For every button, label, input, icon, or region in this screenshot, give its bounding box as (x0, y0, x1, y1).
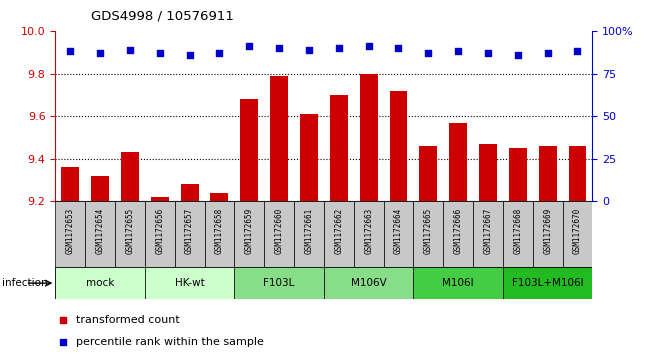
Point (65, 48, 76, 54)
Bar (413, 201, 443, 267)
Bar (264, 201, 294, 267)
Bar (324, 267, 413, 299)
Text: M106I: M106I (442, 278, 474, 288)
Text: F103L+M106I: F103L+M106I (512, 278, 583, 288)
Bar (383, 201, 413, 267)
Text: GSM1172670: GSM1172670 (573, 208, 582, 254)
Bar (568, 146, 587, 201)
Bar (61, 167, 79, 201)
Point (512, 52, 523, 58)
Bar (234, 267, 324, 299)
Bar (419, 146, 437, 201)
Text: GSM1172669: GSM1172669 (543, 208, 552, 254)
Point (154, 50, 165, 56)
Bar (503, 267, 592, 299)
Text: GSM1172660: GSM1172660 (275, 208, 284, 254)
Text: GSM1172655: GSM1172655 (126, 208, 134, 254)
Bar (449, 123, 467, 201)
Text: infection: infection (2, 278, 48, 288)
Bar (330, 95, 348, 201)
Text: HK-wt: HK-wt (174, 278, 204, 288)
Bar (151, 197, 169, 201)
Bar (538, 146, 557, 201)
Bar (479, 144, 497, 201)
Bar (389, 90, 408, 201)
Bar (121, 152, 139, 201)
Bar (55, 201, 85, 267)
Point (125, 47, 135, 53)
Point (304, 47, 314, 53)
Bar (443, 201, 473, 267)
Bar (300, 114, 318, 201)
Bar (324, 201, 353, 267)
Text: GSM1172658: GSM1172658 (215, 208, 224, 254)
Bar (413, 267, 503, 299)
Bar (91, 176, 109, 201)
Bar (270, 76, 288, 201)
Point (274, 45, 284, 51)
Point (483, 50, 493, 56)
Bar (85, 201, 115, 267)
Bar (359, 73, 378, 201)
Point (572, 48, 583, 54)
Bar (509, 148, 527, 201)
Text: GSM1172668: GSM1172668 (514, 208, 522, 254)
Point (58, 339, 68, 345)
Point (393, 45, 404, 51)
Bar (234, 201, 264, 267)
Text: M106V: M106V (351, 278, 387, 288)
Text: transformed count: transformed count (76, 315, 180, 326)
Point (95, 50, 105, 56)
Point (423, 50, 434, 56)
Text: GDS4998 / 10576911: GDS4998 / 10576911 (91, 9, 234, 22)
Text: GSM1172656: GSM1172656 (156, 208, 164, 254)
Bar (562, 201, 592, 267)
Text: GSM1172665: GSM1172665 (424, 208, 433, 254)
Bar (353, 201, 383, 267)
Bar (503, 201, 533, 267)
Bar (533, 201, 562, 267)
Bar (180, 184, 199, 201)
Text: GSM1172662: GSM1172662 (335, 208, 343, 254)
Bar (145, 267, 234, 299)
Point (453, 48, 464, 54)
Text: mock: mock (86, 278, 115, 288)
Point (333, 45, 344, 51)
Text: GSM1172667: GSM1172667 (484, 208, 492, 254)
Bar (210, 193, 229, 201)
Text: GSM1172661: GSM1172661 (305, 208, 313, 254)
Text: GSM1172663: GSM1172663 (364, 208, 373, 254)
Bar (294, 201, 324, 267)
Point (363, 43, 374, 49)
Bar (473, 201, 503, 267)
Point (542, 50, 553, 56)
Point (184, 52, 195, 58)
Bar (240, 99, 258, 201)
Text: GSM1172666: GSM1172666 (454, 208, 463, 254)
Point (58, 318, 68, 323)
Text: GSM1172654: GSM1172654 (96, 208, 105, 254)
Point (214, 50, 225, 56)
Text: GSM1172664: GSM1172664 (394, 208, 403, 254)
Bar (174, 201, 204, 267)
Bar (55, 267, 145, 299)
Bar (204, 201, 234, 267)
Text: GSM1172659: GSM1172659 (245, 208, 254, 254)
Text: GSM1172657: GSM1172657 (185, 208, 194, 254)
Bar (115, 201, 145, 267)
Text: F103L: F103L (264, 278, 295, 288)
Text: GSM1172653: GSM1172653 (66, 208, 75, 254)
Point (244, 43, 255, 49)
Text: percentile rank within the sample: percentile rank within the sample (76, 337, 264, 347)
Bar (145, 201, 174, 267)
